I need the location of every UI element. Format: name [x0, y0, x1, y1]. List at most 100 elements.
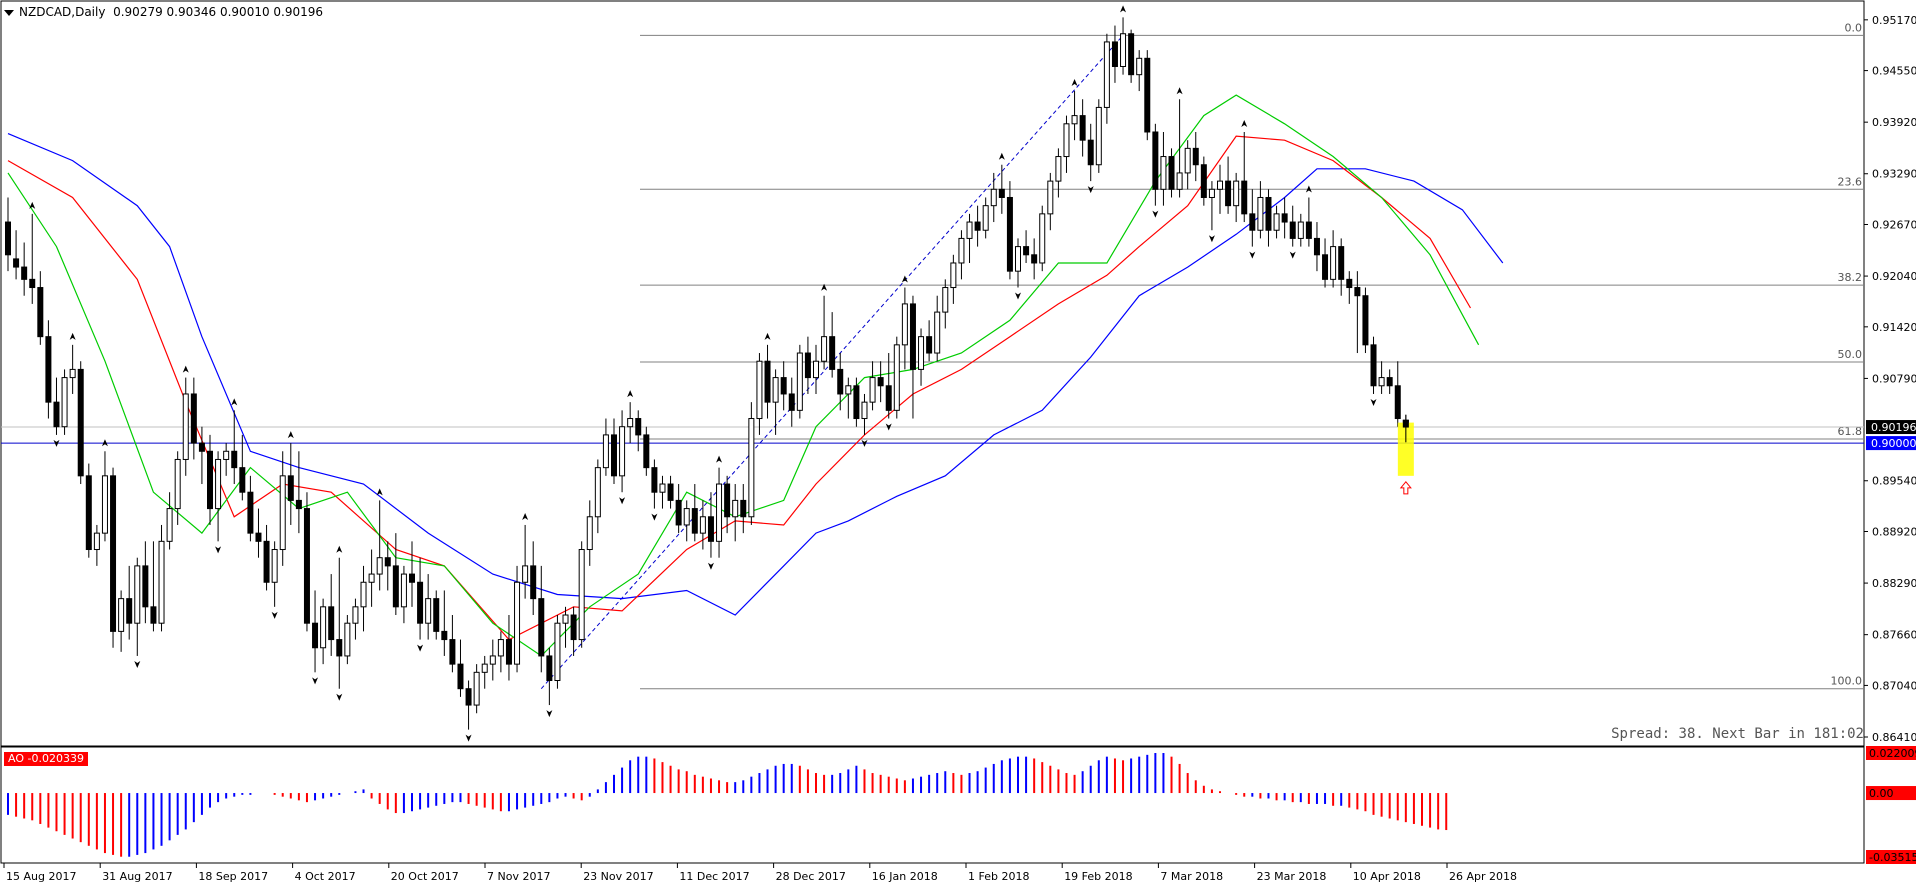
- candle: [562, 606, 569, 648]
- candle: [182, 377, 189, 476]
- candle-body: [473, 671, 480, 706]
- candle-body: [1265, 196, 1272, 231]
- candle-body: [716, 483, 723, 542]
- candle: [1386, 369, 1393, 394]
- candle-body: [37, 287, 44, 338]
- fractal-up-icon: [101, 439, 108, 447]
- candle-body: [384, 557, 391, 567]
- candle-body: [675, 499, 682, 526]
- candle-body: [1241, 180, 1248, 215]
- candle-body: [1006, 196, 1013, 272]
- candle-body: [659, 483, 666, 493]
- candle: [77, 361, 84, 485]
- collapse-triangle-icon[interactable]: [4, 9, 14, 16]
- candle: [400, 565, 407, 624]
- candle-body: [441, 630, 448, 641]
- current-price-badge-bg: [1866, 420, 1916, 435]
- fractal-down-icon: [215, 546, 222, 554]
- fractal-up-icon: [821, 283, 828, 291]
- candle: [1200, 156, 1207, 206]
- candle: [829, 312, 836, 378]
- candle: [279, 451, 286, 566]
- ao-panel: 0.022009 0.00 -0.035155: [0, 746, 1916, 864]
- candle: [554, 615, 561, 689]
- candle-body: [1120, 33, 1127, 67]
- price-axis: 0.95170 0.94550 0.93920 0.93290 0.92670 0.920…: [1864, 14, 1916, 744]
- fractal-up-icon: [1120, 5, 1127, 13]
- candle: [1079, 99, 1086, 157]
- ao-scale-label: 0.00: [1869, 787, 1894, 800]
- current-price-badge-text: 0.90196: [1871, 421, 1916, 434]
- candle-body: [312, 622, 319, 649]
- candle: [303, 492, 310, 632]
- candle-body: [974, 221, 981, 231]
- candle: [934, 295, 941, 362]
- candle: [909, 295, 916, 419]
- candle-body: [1023, 246, 1030, 256]
- candle-body: [1281, 213, 1288, 223]
- candle: [1160, 131, 1167, 206]
- y-tick-label: 0.91420: [1872, 321, 1916, 334]
- candle-body: [1354, 287, 1361, 297]
- candle-body: [166, 508, 173, 542]
- candle-body: [796, 352, 803, 411]
- candle-body: [77, 368, 84, 477]
- candle: [320, 598, 327, 665]
- candle-body: [182, 393, 189, 460]
- candle-body: [554, 622, 561, 682]
- main-price-panel: 0.0 23.6 38.2 50.0 61.8 100.0: [0, 0, 1865, 747]
- candle: [61, 369, 68, 435]
- fractal-down-icon: [707, 562, 714, 570]
- candle: [1241, 131, 1248, 223]
- spread-info: Spread: 38. Next Bar in 181:02: [1611, 726, 1864, 742]
- candle-body: [126, 598, 133, 624]
- candle-body: [328, 606, 335, 641]
- fractal-down-icon: [271, 611, 278, 619]
- candle: [158, 524, 165, 632]
- candle-body: [514, 581, 521, 665]
- candle: [223, 443, 230, 476]
- fractal-down-icon: [885, 423, 892, 431]
- candle-body: [1305, 221, 1312, 239]
- candle: [893, 336, 900, 419]
- candle: [522, 524, 529, 599]
- candle: [425, 574, 432, 640]
- candle-body: [1184, 147, 1191, 174]
- y-tick-label: 0.89540: [1872, 475, 1916, 488]
- candle-body: [1386, 377, 1393, 387]
- candle: [546, 647, 553, 706]
- fib-label: 50.0: [1838, 348, 1863, 361]
- candle-body: [813, 360, 819, 379]
- candle: [481, 655, 488, 689]
- candles: [5, 17, 1409, 730]
- y-tick-label: 0.92670: [1872, 219, 1916, 232]
- candle-body: [764, 360, 771, 403]
- candle: [150, 541, 157, 632]
- candle: [13, 230, 20, 280]
- candle: [756, 353, 763, 435]
- candle-body: [651, 467, 658, 493]
- fib-label: 100.0: [1831, 675, 1863, 688]
- fractal-down-icon: [861, 439, 868, 447]
- candle: [1071, 91, 1078, 141]
- fractal-down-icon: [1370, 398, 1377, 406]
- candle-body: [134, 565, 141, 624]
- candle: [958, 230, 965, 280]
- candle-body: [1128, 33, 1135, 76]
- candle: [465, 680, 472, 730]
- ao-scale-badge: 0.022009: [1866, 746, 1916, 760]
- candle-body: [489, 655, 496, 665]
- candle: [1087, 123, 1094, 182]
- candle: [497, 631, 504, 673]
- candle-body: [748, 418, 755, 518]
- candle: [1176, 99, 1183, 198]
- candle: [360, 565, 367, 632]
- candle-body: [861, 401, 868, 420]
- candle: [530, 541, 537, 616]
- x-tick-label: 15 Aug 2017: [6, 870, 76, 883]
- candle: [1063, 115, 1070, 173]
- candle: [1330, 230, 1337, 288]
- candle: [950, 254, 957, 304]
- candle: [1305, 197, 1312, 247]
